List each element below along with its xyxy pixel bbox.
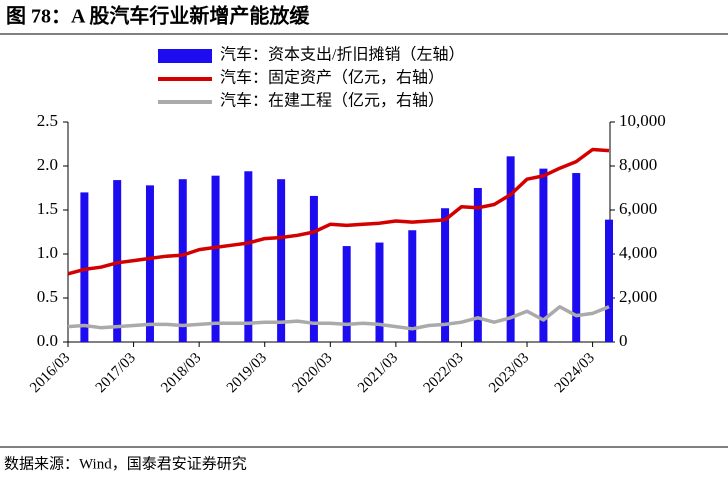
x-tick-label: 2022/03 — [421, 350, 467, 396]
y-tick-label: 1.5 — [37, 199, 58, 218]
legend-swatch — [158, 49, 212, 63]
y-tick-label: 0.5 — [37, 287, 58, 306]
source: 数据来源：Wind，国泰君安证券研究 — [4, 455, 247, 472]
x-tick-label: 2017/03 — [93, 350, 139, 396]
y2-tick-label: 8,000 — [619, 155, 657, 174]
bar — [473, 188, 482, 342]
x-tick-label: 2020/03 — [289, 350, 335, 396]
y2-tick-label: 4,000 — [619, 243, 657, 262]
legend-label: 汽车：固定资产（亿元，右轴） — [220, 69, 444, 87]
y-tick-label: 1.0 — [37, 243, 58, 262]
bar — [605, 219, 613, 342]
bar — [211, 175, 220, 342]
x-tick-label: 2021/03 — [355, 350, 401, 396]
legend-label: 汽车：资本支出/折旧摊销（左轴） — [220, 46, 464, 64]
bar — [309, 195, 318, 342]
y-tick-label: 2.5 — [37, 111, 58, 130]
bar — [145, 185, 154, 342]
line — [67, 305, 610, 331]
y-tick-label: 2.0 — [37, 155, 58, 174]
y-tick-label: 0.0 — [37, 331, 58, 350]
bar — [342, 246, 351, 342]
line — [67, 147, 610, 276]
bar — [375, 242, 384, 342]
chart-title: 图 78：A 股汽车行业新增产能放缓 — [6, 4, 310, 28]
y2-tick-label: 2,000 — [619, 287, 657, 306]
bar — [572, 173, 581, 342]
legend-label: 汽车：在建工程（亿元，右轴） — [220, 92, 444, 110]
bar — [539, 168, 548, 342]
bar — [80, 192, 89, 342]
x-tick-label: 2016/03 — [27, 350, 73, 396]
y2-tick-label: 6,000 — [619, 199, 657, 218]
y2-tick-label: 10,000 — [619, 111, 666, 130]
x-tick-label: 2018/03 — [158, 350, 204, 396]
x-tick-label: 2019/03 — [224, 350, 270, 396]
bar — [441, 208, 450, 342]
y2-tick-label: 0 — [619, 331, 628, 350]
x-tick-label: 2024/03 — [552, 350, 598, 396]
bar — [506, 156, 515, 342]
bar — [277, 179, 286, 342]
x-tick-label: 2023/03 — [486, 350, 532, 396]
bar — [408, 230, 417, 342]
bar — [178, 179, 187, 342]
bar — [244, 171, 253, 342]
